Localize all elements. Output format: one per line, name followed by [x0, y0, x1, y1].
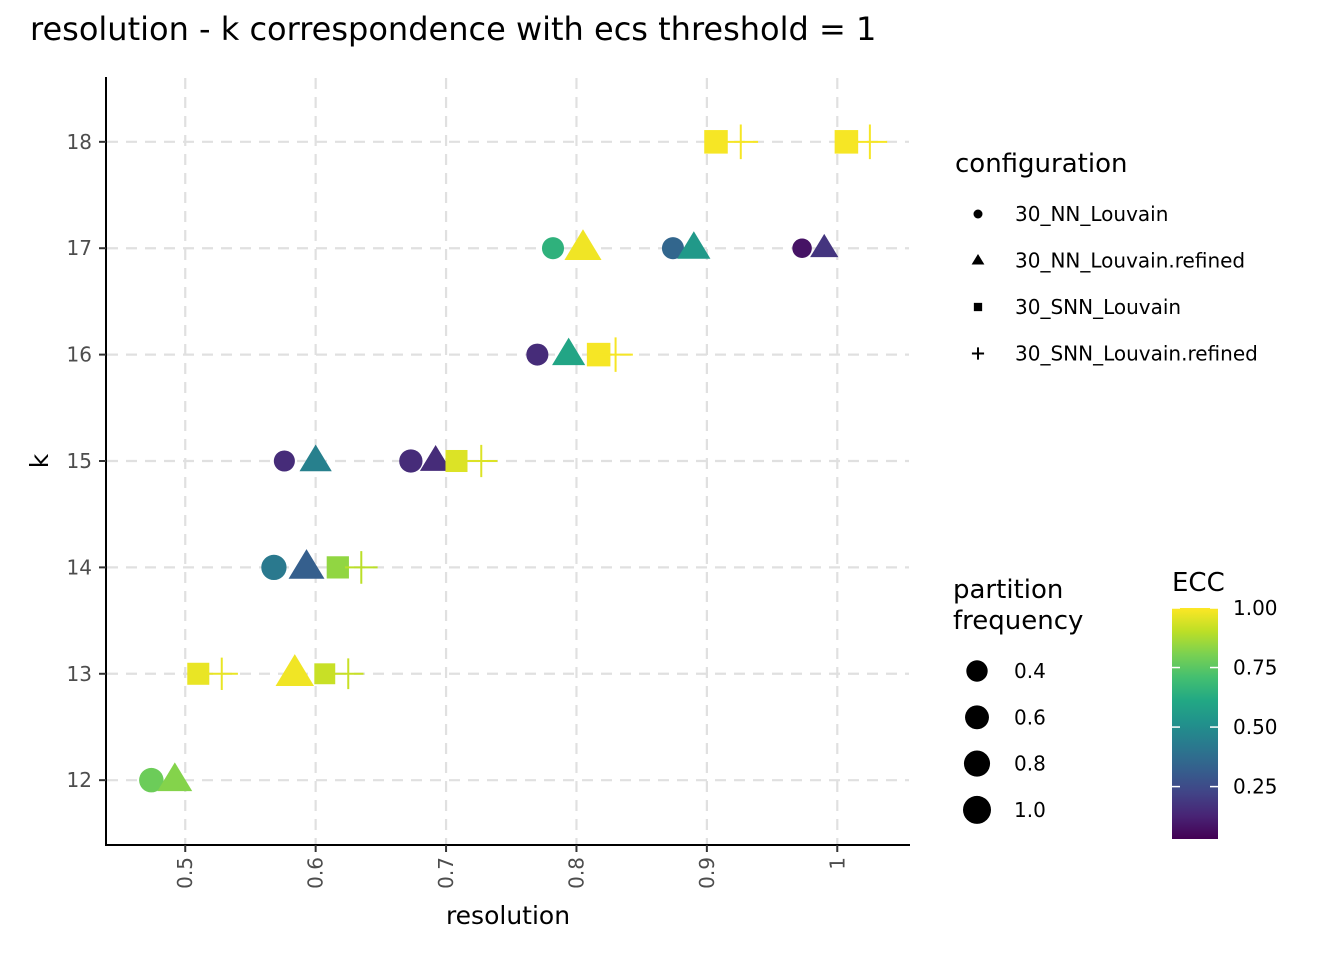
data-point: [275, 654, 315, 686]
configuration-legend-label: 30_NN_Louvain.refined: [1015, 249, 1245, 273]
data-point: [792, 238, 812, 258]
data-point: [661, 237, 685, 260]
configuration-legend-label: 30_SNN_Louvain: [1015, 295, 1181, 319]
configuration-legend: configuration 30_NN_Louvain 30_NN_Louvain…: [955, 149, 1258, 366]
data-point: [598, 337, 633, 372]
data-point: [526, 343, 549, 366]
size-legend-label: 0.8: [1014, 752, 1046, 776]
color-legend-label: 0.75: [1233, 656, 1278, 680]
color-legend-label: 0.50: [1233, 715, 1278, 739]
data-point: [326, 556, 349, 579]
data-point: [187, 662, 210, 685]
legend-key-triangle: [971, 253, 985, 265]
size-legend-label: 0.4: [1014, 659, 1046, 683]
color-legend-label: 1.00: [1233, 596, 1278, 620]
y-tick-label: 15: [67, 449, 92, 473]
size-legend-title-line2: frequency: [953, 606, 1083, 636]
size-legend-key: [963, 795, 991, 824]
size-legend-key: [963, 750, 991, 777]
data-point: [552, 337, 586, 366]
configuration-legend-label: 30_NN_Louvain: [1015, 202, 1168, 226]
color-legend: ECC 1.00 0.75 0.50 0.25: [1172, 568, 1278, 839]
y-axis-title: k: [25, 453, 54, 468]
size-legend-key: [966, 660, 988, 682]
x-tick-label: 0.9: [695, 857, 719, 889]
y-tick-label: 16: [67, 343, 92, 367]
x-tick-label: 0.8: [564, 857, 588, 889]
data-point: [810, 233, 839, 258]
data-point: [139, 767, 164, 793]
data-point: [205, 657, 238, 690]
y-tick-label: 14: [67, 555, 92, 579]
data-point: [564, 229, 602, 260]
data-point: [445, 449, 468, 473]
data-point: [299, 444, 332, 472]
y-tick-label: 18: [67, 130, 92, 154]
configuration-legend-title: configuration: [955, 149, 1127, 179]
size-legend: partition frequency 0.4 0.6 0.8 1.0: [953, 575, 1083, 824]
data-point: [344, 551, 378, 584]
data-point: [288, 549, 325, 579]
data-point: [704, 130, 728, 154]
grid-lines: [107, 78, 909, 844]
data-point: [541, 237, 565, 260]
x-tick-label: 0.6: [304, 857, 328, 889]
legend-key-plus: [971, 347, 985, 360]
data-point: [852, 124, 888, 160]
configuration-legend-label: 30_SNN_Louvain.refined: [1015, 342, 1258, 366]
legend-key-square: [973, 302, 983, 312]
y-tick-label: 13: [67, 662, 92, 686]
x-tick-label: 0.7: [434, 857, 458, 889]
legend-key-circle: [973, 209, 983, 219]
data-point: [273, 450, 295, 472]
data-points: [139, 124, 888, 793]
data-point: [677, 231, 711, 259]
color-legend-title: ECC: [1172, 568, 1225, 598]
y-tick-label: 12: [67, 768, 92, 792]
data-point: [465, 444, 498, 478]
data-point: [314, 663, 336, 685]
color-bar: [1172, 608, 1218, 839]
chart-title: resolution - k correspondence with ecs t…: [30, 10, 876, 48]
size-legend-key: [965, 705, 989, 730]
data-point: [261, 554, 287, 581]
x-axis-title: resolution: [446, 901, 570, 930]
x-tick-label: 1: [825, 857, 849, 870]
data-point: [157, 762, 193, 792]
data-point: [834, 130, 859, 154]
size-legend-title-line1: partition: [953, 575, 1063, 605]
axis-ticks: 0.5 0.6 0.7 0.8 0.9 1 12 13 14 15 16 17 18: [67, 130, 850, 889]
data-point: [399, 449, 423, 473]
size-legend-label: 1.0: [1014, 798, 1046, 822]
y-tick-label: 17: [67, 236, 92, 260]
data-point: [723, 124, 759, 160]
size-legend-label: 0.6: [1014, 705, 1046, 729]
color-legend-label: 0.25: [1233, 775, 1278, 799]
data-point: [419, 444, 452, 471]
x-tick-label: 0.5: [173, 857, 197, 889]
data-point: [332, 658, 364, 690]
